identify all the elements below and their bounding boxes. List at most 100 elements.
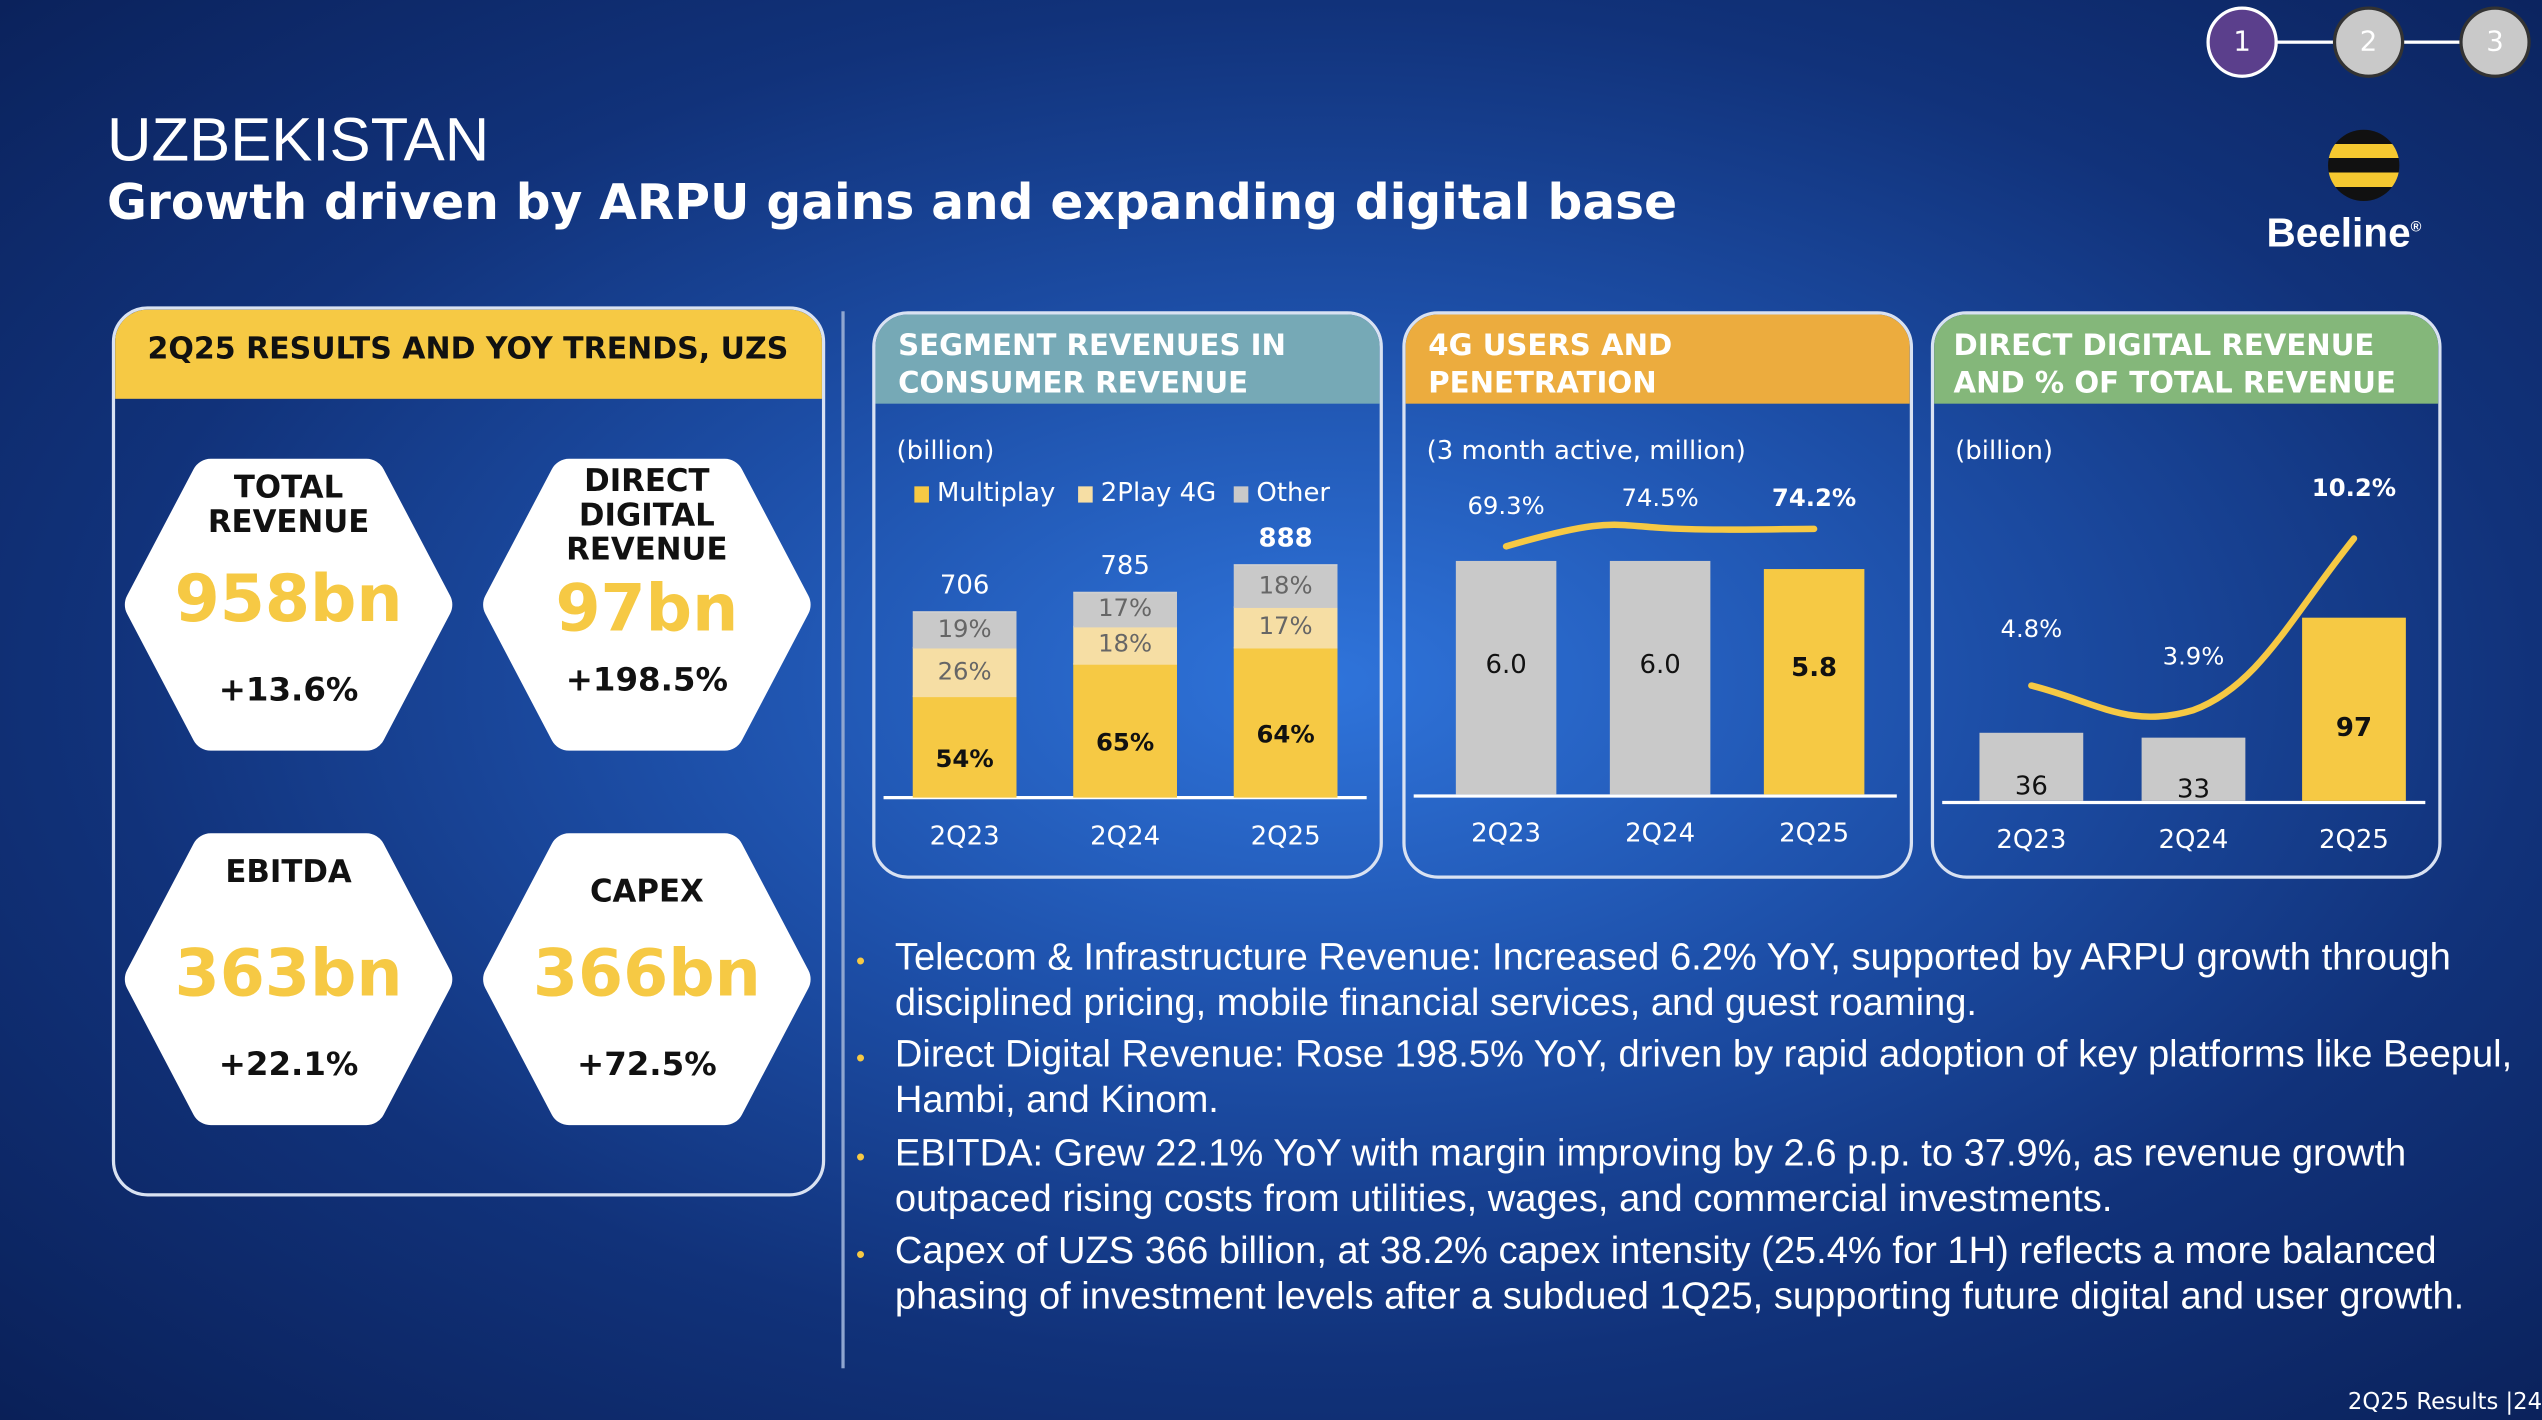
kpi-value: 958bn	[174, 562, 403, 638]
line-value-label: 3.9%	[2162, 641, 2225, 672]
bullet-item: • Direct Digital Revenue: Rose 198.5% YoY…	[855, 1031, 2542, 1122]
bar-value-label: 97	[2335, 712, 2373, 743]
bullet-text: Direct Digital Revenue: Rose 198.5% YoY,…	[894, 1032, 2513, 1121]
chart-axis	[1942, 800, 2426, 805]
bar	[2302, 616, 2406, 801]
x-tick-label: 2Q25	[2319, 823, 2389, 855]
line-value-label: 74.5%	[1621, 483, 1699, 513]
bar	[2141, 738, 2246, 801]
beeline-logo-text: Beeline®	[2266, 210, 2422, 257]
kpi-change: +72.5%	[577, 1044, 717, 1083]
segment-label: 18%	[1098, 629, 1153, 659]
x-tick-label: 2Q23	[929, 820, 1000, 852]
kpi-value: 97bn	[555, 572, 739, 647]
kpi-change: +13.6%	[218, 669, 359, 709]
hexagon-shape	[124, 458, 453, 751]
results-title: 2Q25 RESULTS AND YOY TRENDS, UZS	[115, 309, 822, 399]
bullet-dot-icon: •	[855, 1045, 866, 1074]
segment-label: 17%	[1098, 593, 1153, 624]
kpi-change: +22.1%	[218, 1044, 359, 1083]
segment-label: 18%	[1258, 570, 1313, 600]
bullet-text: Telecom & Infrastructure Revenue: Increa…	[894, 935, 2451, 1023]
bar-segment	[912, 695, 1017, 798]
bullet-text: EBITDA: Grew 22.1% YoY with margin impro…	[894, 1131, 2407, 1220]
chart-unit: (billion)	[1955, 434, 2054, 466]
bar-value-label: 6.0	[1639, 648, 1681, 680]
page-subtitle: Growth driven by ARPU gains and expandin…	[106, 175, 1678, 232]
stepper-connector	[2272, 40, 2345, 44]
segment-label: 17%	[1258, 611, 1313, 641]
kpi-card: CAPEX 366bn +72.5%	[480, 830, 814, 1128]
hexagon-shape	[483, 833, 811, 1126]
kpi-label: DIRECT DIGITAL REVENUE	[566, 463, 728, 568]
step-2[interactable]: 2	[2332, 6, 2405, 78]
chart-axis	[883, 796, 1367, 800]
chart-unit: (billion)	[896, 434, 995, 466]
4g-users-chart: 4G USERS AND PENETRATION (3 month active…	[1402, 311, 1914, 879]
legend-swatch	[914, 486, 929, 503]
trend-line	[1502, 521, 1818, 550]
bar	[1609, 560, 1711, 795]
legend-label: Multiplay	[937, 476, 1056, 508]
footer-page: 2Q25 Results |24	[2347, 1389, 2542, 1416]
x-tick-label: 2Q25	[1250, 820, 1321, 852]
hexagon-shape	[124, 833, 453, 1126]
segment-revenue-chart: SEGMENT REVENUES IN CONSUMER REVENUE (bi…	[872, 311, 1383, 879]
line-value-label: 69.3%	[1467, 491, 1545, 521]
digital-revenue-chart: DIRECT DIGITAL REVENUE AND % OF TOTAL RE…	[1930, 311, 2442, 879]
step-1[interactable]: 1	[2206, 6, 2278, 78]
x-tick-label: 2Q23	[1996, 823, 2067, 855]
line-value-label: 4.8%	[2000, 614, 2063, 644]
bar	[1979, 732, 2084, 801]
kpi-value: 363bn	[174, 937, 403, 1012]
bar-value-label: 5.8	[1791, 652, 1838, 684]
segment-label: 65%	[1096, 727, 1155, 757]
kpi-card: TOTAL REVENUE 958bn +13.6%	[122, 456, 456, 754]
kpi-label: EBITDA	[225, 854, 352, 891]
chart-axis	[1413, 794, 1897, 798]
legend-swatch	[1233, 486, 1249, 503]
x-tick-label: 2Q25	[1779, 817, 1850, 848]
kpi-label: CAPEX	[589, 873, 704, 910]
bar	[1763, 568, 1865, 795]
bar-segment	[1233, 564, 1338, 608]
chart-title: 4G USERS AND PENETRATION	[1405, 314, 1910, 404]
kpi-change: +198.5%	[565, 659, 728, 699]
x-tick-label: 2Q24	[2158, 823, 2229, 855]
bar-segment	[1073, 591, 1177, 628]
legend-label: 2Play 4G	[1100, 476, 1217, 508]
kpi-label: TOTAL REVENUE	[207, 470, 370, 540]
kpi-card: EBITDA 363bn +22.1%	[122, 830, 456, 1128]
bar	[1455, 560, 1557, 795]
step-3[interactable]: 3	[2459, 6, 2531, 78]
kpi-card: DIRECT DIGITAL REVENUE 97bn +198.5%	[480, 456, 814, 754]
bar-value-label: 36	[2014, 769, 2048, 801]
bullet-dot-icon: •	[855, 1144, 866, 1173]
legend-label: Other	[1256, 476, 1331, 508]
total-label: 785	[1100, 548, 1150, 580]
chart-title: SEGMENT REVENUES IN CONSUMER REVENUE	[875, 314, 1380, 404]
x-tick-label: 2Q24	[1090, 820, 1161, 852]
bar-segment	[912, 611, 1017, 649]
page-title: UZBEKISTAN	[106, 106, 490, 176]
bullet-item: • Telecom & Infrastructure Revenue: Incre…	[856, 934, 2542, 1025]
line-value-label: 74.2%	[1771, 483, 1857, 513]
beeline-logo-icon	[2328, 129, 2400, 202]
bar-value-label: 33	[2176, 772, 2210, 804]
chart-title: DIRECT DIGITAL REVENUE AND % OF TOTAL RE…	[1934, 314, 2439, 404]
segment-label: 54%	[935, 744, 994, 774]
legend-swatch	[1078, 486, 1093, 503]
chart-unit: (3 month active, million)	[1426, 434, 1746, 466]
segment-label: 64%	[1256, 719, 1315, 749]
stepper-connector	[2399, 40, 2471, 44]
bullet-text: Capex of UZS 366 billion, at 38.2% capex…	[894, 1228, 2465, 1317]
results-panel: 2Q25 RESULTS AND YOY TRENDS, UZS TOTAL R…	[111, 306, 826, 1197]
segment-label: 26%	[937, 656, 992, 686]
bullet-dot-icon: •	[855, 1241, 866, 1270]
total-label: 706	[939, 569, 990, 601]
kpi-value: 366bn	[532, 937, 761, 1012]
trend-line	[2028, 535, 2358, 720]
bullet-item: • Capex of UZS 366 billion, at 38.2% cape…	[855, 1227, 2542, 1318]
x-tick-label: 2Q23	[1471, 817, 1542, 848]
